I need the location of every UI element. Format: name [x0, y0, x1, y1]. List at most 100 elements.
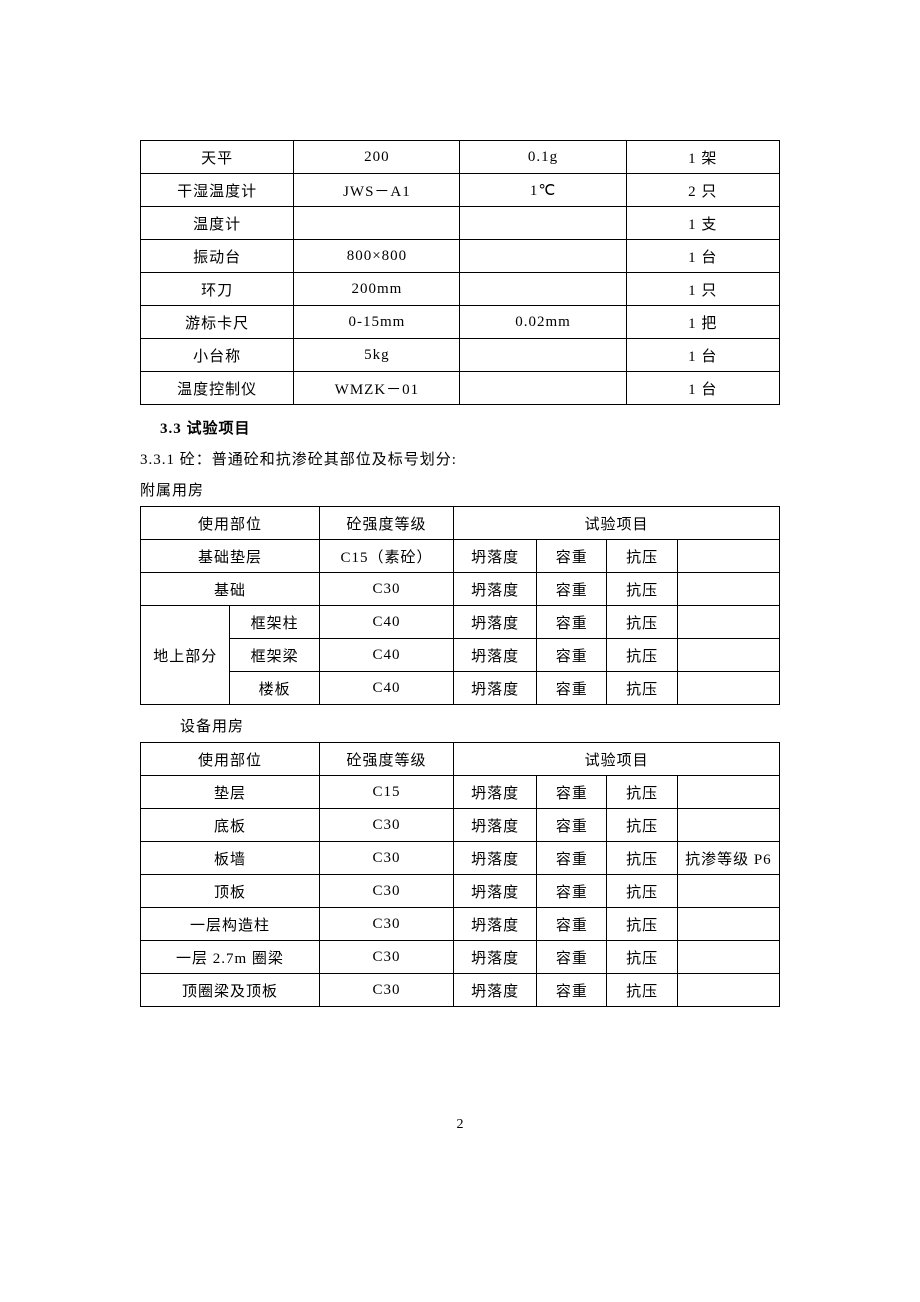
equip-name: 游标卡尺	[141, 306, 294, 339]
loc-cell: 底板	[141, 809, 320, 842]
equip-acc	[460, 273, 626, 306]
equip-qty: 1 架	[626, 141, 779, 174]
section-heading-331: 3.3.1 砼：普通砼和抗渗砼其部位及标号划分:	[140, 448, 780, 469]
col-loc: 使用部位	[141, 743, 320, 776]
table-row: 振动台 800×800 1 台	[141, 240, 780, 273]
item-cell: 容重	[537, 875, 607, 908]
item-cell: 坍落度	[454, 809, 537, 842]
table-row: 楼板 C40 坍落度 容重 抗压	[141, 672, 780, 705]
col-items: 试验项目	[454, 507, 780, 540]
item-cell: 容重	[537, 573, 607, 606]
item-cell: 容重	[537, 672, 607, 705]
item-cell: 坍落度	[454, 606, 537, 639]
equip-qty: 1 台	[626, 240, 779, 273]
grade-cell: C15	[319, 776, 453, 809]
item-cell: 坍落度	[454, 540, 537, 573]
equip-name: 温度计	[141, 207, 294, 240]
loc-cell: 基础	[141, 573, 320, 606]
loc-cell: 板墙	[141, 842, 320, 875]
table-row: 小台称 5kg 1 台	[141, 339, 780, 372]
aux-building-table: 使用部位 砼强度等级 试验项目 基础垫层 C15（素砼） 坍落度 容重 抗压 基…	[140, 506, 780, 705]
equip-name: 环刀	[141, 273, 294, 306]
grade-cell: C40	[319, 606, 453, 639]
equip-acc: 0.02mm	[460, 306, 626, 339]
equip-qty: 1 台	[626, 339, 779, 372]
item-cell	[677, 639, 779, 672]
item-cell: 抗压	[607, 809, 677, 842]
table-row: 天平 200 0.1g 1 架	[141, 141, 780, 174]
item-cell	[677, 606, 779, 639]
item-cell: 抗压	[607, 639, 677, 672]
item-cell: 抗压	[607, 875, 677, 908]
grade-cell: C15（素砼）	[319, 540, 453, 573]
item-cell: 抗压	[607, 606, 677, 639]
equip-spec: 200mm	[294, 273, 460, 306]
equip-spec: 5kg	[294, 339, 460, 372]
item-cell	[677, 672, 779, 705]
col-grade: 砼强度等级	[319, 743, 453, 776]
equip-name: 温度控制仪	[141, 372, 294, 405]
equip-qty: 1 台	[626, 372, 779, 405]
item-cell: 坍落度	[454, 672, 537, 705]
loc-cell: 顶圈梁及顶板	[141, 974, 320, 1007]
item-cell: 抗渗等级 P6	[677, 842, 779, 875]
equip-acc	[460, 240, 626, 273]
item-cell: 容重	[537, 842, 607, 875]
item-cell: 坍落度	[454, 776, 537, 809]
loc-sub-cell: 框架梁	[230, 639, 319, 672]
table-row: 垫层 C15 坍落度 容重 抗压	[141, 776, 780, 809]
loc-cell: 基础垫层	[141, 540, 320, 573]
equip-acc	[460, 339, 626, 372]
equip-qty: 1 支	[626, 207, 779, 240]
grade-cell: C30	[319, 908, 453, 941]
item-cell: 容重	[537, 606, 607, 639]
equip-name: 小台称	[141, 339, 294, 372]
item-cell: 坍落度	[454, 842, 537, 875]
grade-cell: C30	[319, 842, 453, 875]
item-cell: 容重	[537, 941, 607, 974]
item-cell: 坍落度	[454, 573, 537, 606]
equip-acc	[460, 207, 626, 240]
table-row: 基础垫层 C15（素砼） 坍落度 容重 抗压	[141, 540, 780, 573]
grade-cell: C30	[319, 974, 453, 1007]
item-cell	[677, 573, 779, 606]
loc-sub-cell: 楼板	[230, 672, 319, 705]
col-items: 试验项目	[454, 743, 780, 776]
item-cell: 抗压	[607, 908, 677, 941]
equipment-table: 天平 200 0.1g 1 架 干湿温度计 JWS－A1 1℃ 2 只 温度计 …	[140, 140, 780, 405]
item-cell: 容重	[537, 809, 607, 842]
table-row: 底板 C30 坍落度 容重 抗压	[141, 809, 780, 842]
section-heading-33: 3.3 试验项目	[160, 417, 780, 438]
subtitle-2: 设备用房	[180, 715, 780, 736]
equipment-building-table: 使用部位 砼强度等级 试验项目 垫层 C15 坍落度 容重 抗压 底板 C30 …	[140, 742, 780, 1007]
equip-acc: 1℃	[460, 174, 626, 207]
equip-qty: 1 只	[626, 273, 779, 306]
item-cell	[677, 974, 779, 1007]
table-row: 环刀 200mm 1 只	[141, 273, 780, 306]
equip-spec: JWS－A1	[294, 174, 460, 207]
item-cell: 容重	[537, 639, 607, 672]
col-loc: 使用部位	[141, 507, 320, 540]
item-cell: 坍落度	[454, 908, 537, 941]
equip-spec: WMZK－01	[294, 372, 460, 405]
item-cell	[677, 540, 779, 573]
item-cell: 容重	[537, 908, 607, 941]
table-row: 板墙 C30 坍落度 容重 抗压 抗渗等级 P6	[141, 842, 780, 875]
item-cell: 抗压	[607, 842, 677, 875]
equip-spec: 0-15mm	[294, 306, 460, 339]
item-cell: 抗压	[607, 573, 677, 606]
table-row: 游标卡尺 0-15mm 0.02mm 1 把	[141, 306, 780, 339]
table-row: 基础 C30 坍落度 容重 抗压	[141, 573, 780, 606]
subtitle-1: 附属用房	[140, 479, 780, 500]
table-row: 一层 2.7m 圈梁 C30 坍落度 容重 抗压	[141, 941, 780, 974]
table-row: 框架梁 C40 坍落度 容重 抗压	[141, 639, 780, 672]
table-row: 一层构造柱 C30 坍落度 容重 抗压	[141, 908, 780, 941]
loc-cell: 垫层	[141, 776, 320, 809]
grade-cell: C30	[319, 573, 453, 606]
item-cell: 抗压	[607, 672, 677, 705]
item-cell: 容重	[537, 540, 607, 573]
equip-qty: 2 只	[626, 174, 779, 207]
equip-spec: 200	[294, 141, 460, 174]
item-cell: 抗压	[607, 941, 677, 974]
equip-acc	[460, 372, 626, 405]
